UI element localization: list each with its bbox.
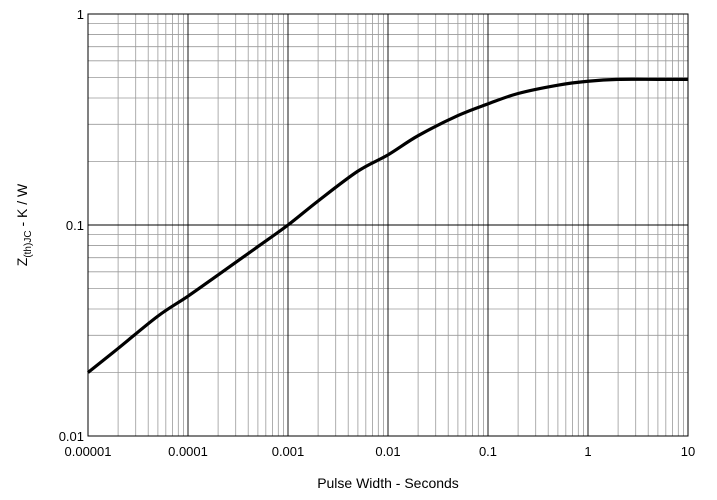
y-tick-label: 0.1 (66, 218, 84, 233)
x-tick-label: 0.0001 (168, 444, 208, 459)
x-tick-label: 0.00001 (65, 444, 112, 459)
x-tick-label: 0.1 (479, 444, 497, 459)
x-tick-label: 0.01 (375, 444, 400, 459)
y-tick-label: 0.01 (59, 429, 84, 444)
y-axis-label-suffix: - K / W (14, 183, 30, 230)
x-tick-label: 0.001 (272, 444, 305, 459)
x-axis-label: Pulse Width - Seconds (317, 475, 459, 491)
x-tick-labels: 0.00001 0.0001 0.001 0.01 0.1 1 10 (65, 444, 696, 459)
y-axis-label-subscript: (th)JC (23, 230, 34, 257)
plot-area-frame (87, 13, 689, 437)
y-axis-label-main: Z (14, 257, 30, 266)
x-tick-label: 10 (681, 444, 695, 459)
y-axis-label: Z(th)JC - K / W (14, 183, 34, 266)
x-tick-label: 1 (584, 444, 591, 459)
series-line (87, 77, 688, 374)
y-tick-label: 1 (77, 7, 84, 22)
y-tick-labels: 0.01 0.1 1 (59, 7, 84, 444)
series-layer (87, 77, 688, 374)
